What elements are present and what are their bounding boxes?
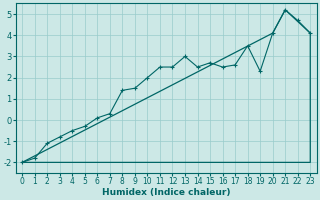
- X-axis label: Humidex (Indice chaleur): Humidex (Indice chaleur): [102, 188, 230, 197]
